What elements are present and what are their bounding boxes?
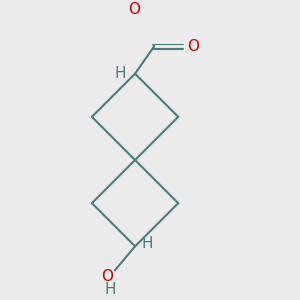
- Text: O: O: [101, 269, 113, 284]
- Text: O: O: [128, 2, 140, 17]
- Text: H: H: [104, 282, 116, 297]
- Text: H: H: [142, 236, 153, 250]
- Text: H: H: [114, 66, 126, 81]
- Text: O: O: [187, 39, 199, 54]
